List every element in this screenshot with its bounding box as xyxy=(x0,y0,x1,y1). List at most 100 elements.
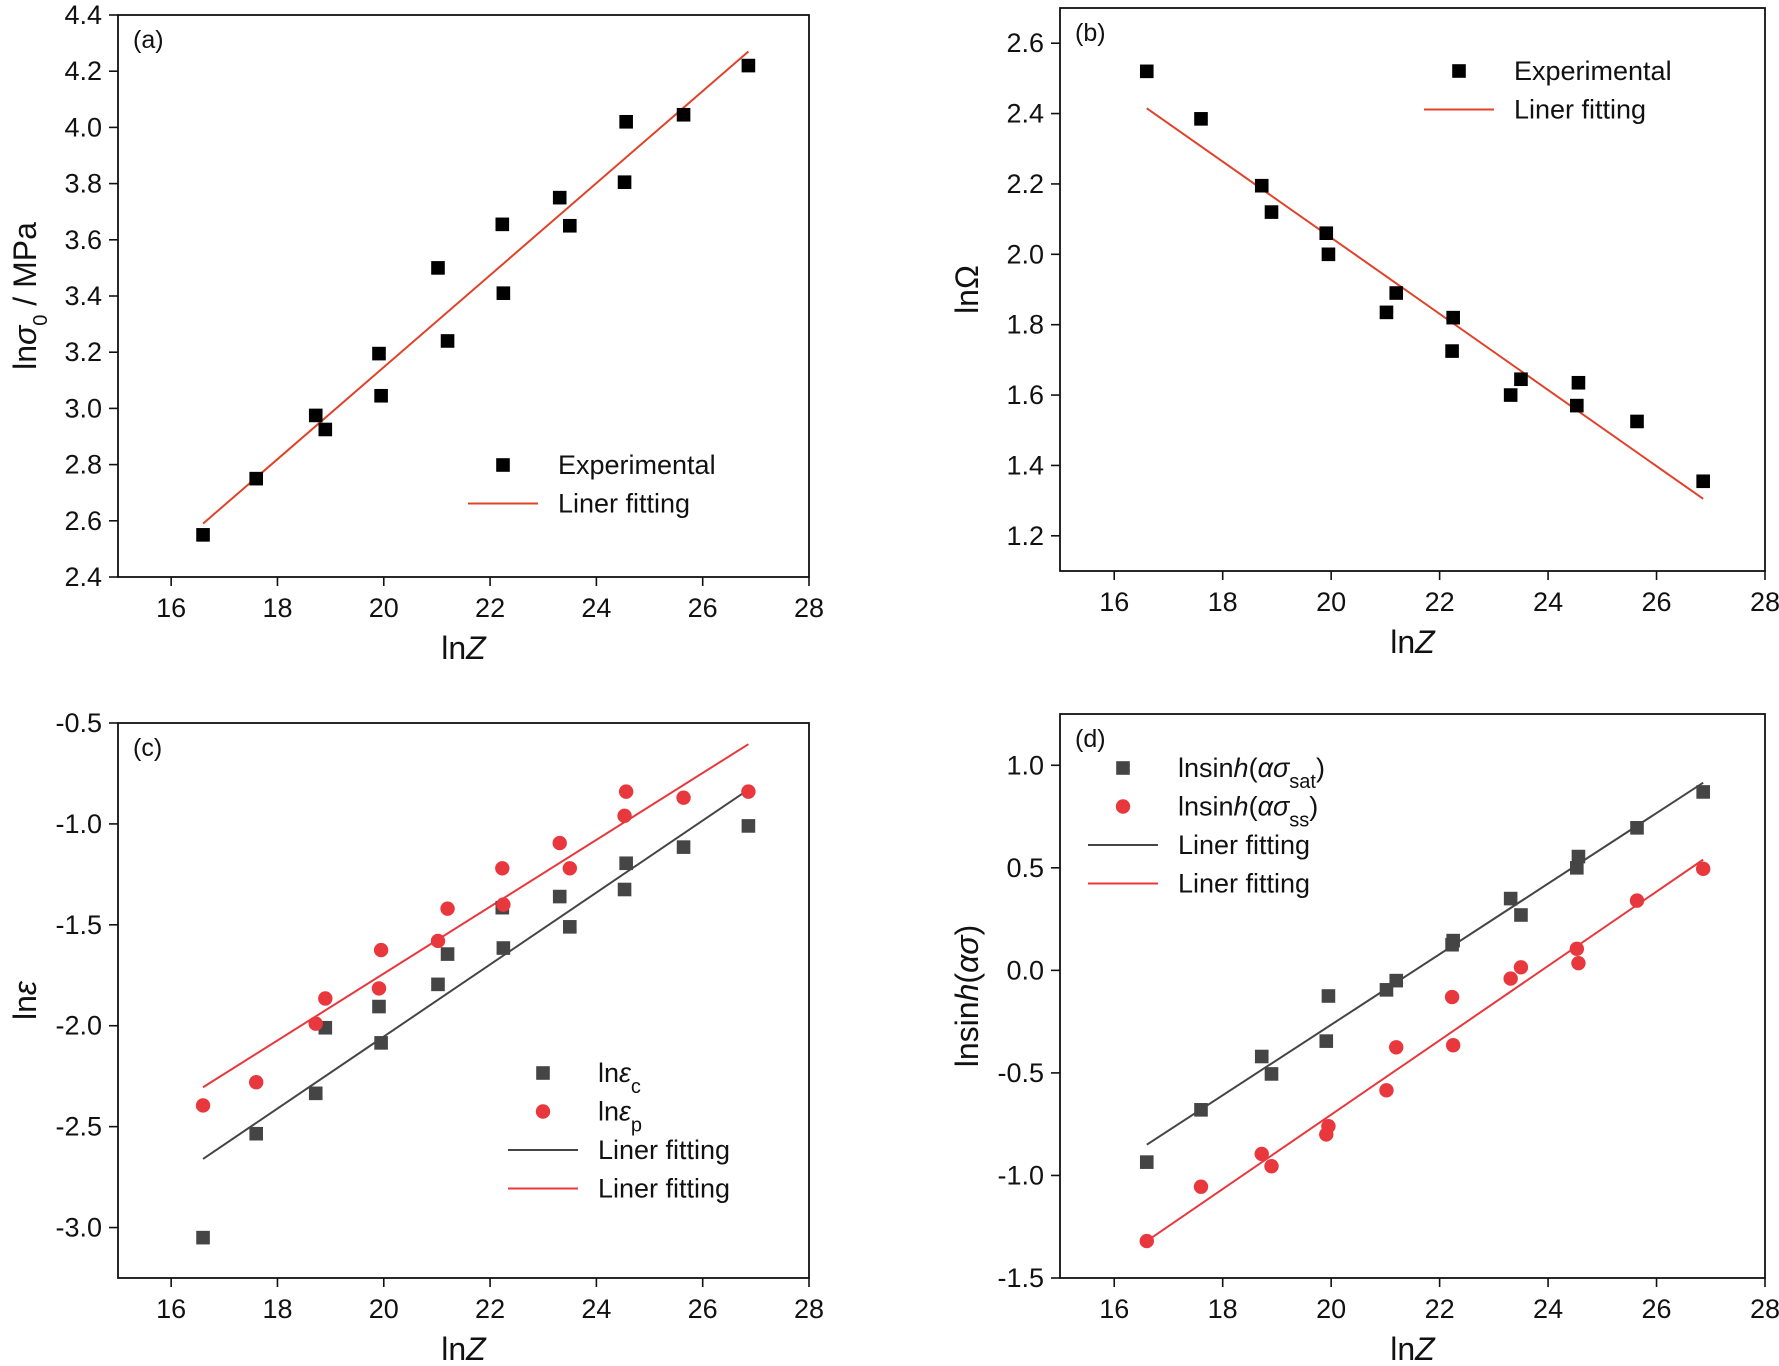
y-tick-label: 3.6 xyxy=(64,225,102,255)
data-point-s2 xyxy=(1445,1038,1461,1053)
data-point-s2 xyxy=(1571,955,1586,971)
ylabel-part-4: ) xyxy=(949,925,985,936)
x-tick-label: 24 xyxy=(1533,1294,1563,1324)
data-point-s1 xyxy=(676,840,691,854)
ylabel-part-1: σ xyxy=(7,324,43,345)
data-point-s1 xyxy=(249,471,263,486)
data-point-s1 xyxy=(1696,785,1710,799)
legend-label: Liner fitting xyxy=(558,489,690,519)
chart-panel-3: 16 18 20 22 24 26 28 -3.0 -2.5 -2.0 -1.5 -1.0 -0.5 ln… xyxy=(7,708,824,1366)
data-point-s2 xyxy=(1389,1040,1404,1055)
data-point-s2 xyxy=(308,1016,323,1031)
legend-part-0: ln xyxy=(598,1058,619,1088)
x-tick-label: 28 xyxy=(794,593,824,623)
y-tick-label: 3.8 xyxy=(64,169,102,199)
data-point-s1 xyxy=(1446,933,1460,948)
data-point-s2 xyxy=(1629,893,1645,908)
xlabel-part-1: Z xyxy=(465,1331,487,1366)
plot-frame xyxy=(1059,713,1766,1279)
data-point-s2 xyxy=(1569,941,1585,957)
legend-part-2: p xyxy=(631,1115,642,1137)
data-point-s1 xyxy=(496,286,511,300)
x-axis-title: lnZ xyxy=(1390,1331,1436,1366)
chart-panel-2: 16 18 20 22 24 26 28 1.2 1.4 1.6 1.8 2.0 2.2 2.4 2.6 ln… xyxy=(949,7,1779,660)
data-point-s2 xyxy=(318,991,333,1006)
y-tick-label: 1.4 xyxy=(1006,450,1044,480)
ylabel-part-2: 0 xyxy=(30,315,52,326)
y-tick-label: 4.0 xyxy=(64,112,102,142)
data-point-s1 xyxy=(1503,891,1518,906)
data-point-s2 xyxy=(617,808,632,824)
chart-panel-4: 16 18 20 22 24 26 28-1.5-1.0-0.50.00.51.0lnZln… xyxy=(949,713,1779,1366)
data-point-s2 xyxy=(618,784,634,799)
y-tick-label: 1.6 xyxy=(1006,380,1044,410)
ylabel-part-0: lnΩ xyxy=(949,265,985,314)
fit-line xyxy=(1146,858,1704,1242)
fit-line xyxy=(1146,107,1704,500)
data-point-s1 xyxy=(1630,821,1644,835)
y-tick-label: -3.0 xyxy=(55,1213,102,1243)
legend-label: lnsinh(ασss) xyxy=(1178,792,1318,832)
data-point-s1 xyxy=(1514,908,1528,922)
legend-part-1: ε xyxy=(619,1097,632,1127)
y-tick-label: -0.5 xyxy=(997,1058,1044,1088)
legend-part-0: lnsin xyxy=(1178,753,1234,783)
legend-marker-swatch xyxy=(536,1066,550,1080)
legend-label: Liner fitting xyxy=(1178,830,1310,860)
data-point-s1 xyxy=(563,920,577,934)
x-tick-label: 24 xyxy=(1533,587,1563,617)
x-tick-label: 16 xyxy=(156,593,186,623)
legend-label: Liner fitting xyxy=(598,1174,730,1204)
legend-part-0: ln xyxy=(598,1097,619,1127)
data-point-s2 xyxy=(562,861,578,876)
x-tick-label: 22 xyxy=(475,1294,505,1324)
y-tick-label: -2.5 xyxy=(55,1112,102,1142)
data-point-s1 xyxy=(1194,112,1208,126)
data-point-s1 xyxy=(1321,247,1336,262)
data-point-s2 xyxy=(1513,960,1529,975)
x-tick-label: 24 xyxy=(581,1294,611,1324)
x-tick-label: 26 xyxy=(1642,1294,1672,1324)
fit-line xyxy=(202,50,750,525)
x-tick-label: 18 xyxy=(1208,1294,1238,1324)
data-point-s2 xyxy=(1193,1179,1209,1194)
data-point-s1 xyxy=(1254,1049,1269,1064)
x-tick-label: 28 xyxy=(1750,1294,1779,1324)
data-point-s2 xyxy=(676,790,691,805)
data-point-s1 xyxy=(431,977,445,992)
data-point-s1 xyxy=(1139,1155,1154,1169)
data-point-s1 xyxy=(308,1086,323,1101)
y-tick-label: 2.4 xyxy=(64,562,102,592)
x-tick-label: 18 xyxy=(262,593,292,623)
x-tick-label: 18 xyxy=(1208,587,1238,617)
legend-part-3: ασ xyxy=(1258,792,1291,822)
data-point-s1 xyxy=(308,408,323,423)
y-tick-label: 1.8 xyxy=(1006,310,1044,340)
x-tick-label: 26 xyxy=(688,1294,718,1324)
data-point-s1 xyxy=(440,334,455,348)
y-tick-label: 4.2 xyxy=(64,56,102,86)
legend-part-2: c xyxy=(631,1076,641,1098)
data-point-s1 xyxy=(372,346,386,361)
ylabel-part-3: ασ xyxy=(949,934,985,973)
ylabel-part-1: ε xyxy=(7,980,43,995)
data-point-s1 xyxy=(741,58,756,73)
legend-part-5: ) xyxy=(1309,792,1318,822)
xlabel-part-0: ln xyxy=(441,1331,466,1366)
y-axis-title: lnσ0 / MPa xyxy=(7,222,52,370)
y-tick-label: -1.5 xyxy=(55,910,102,940)
xlabel-part-0: ln xyxy=(441,630,466,666)
legend-marker-swatch xyxy=(1452,64,1466,78)
data-point-s1 xyxy=(552,889,567,904)
data-point-s2 xyxy=(552,835,567,851)
plot-frame xyxy=(1059,7,1766,572)
legend-part-4: sat xyxy=(1289,771,1316,793)
data-point-s1 xyxy=(617,882,632,897)
data-point-s2 xyxy=(249,1075,264,1090)
data-point-s2 xyxy=(373,942,389,958)
data-point-s1 xyxy=(563,218,577,233)
data-point-s1 xyxy=(1570,861,1584,875)
legend-label: lnεp xyxy=(598,1097,642,1137)
plot-frame xyxy=(117,722,810,1279)
